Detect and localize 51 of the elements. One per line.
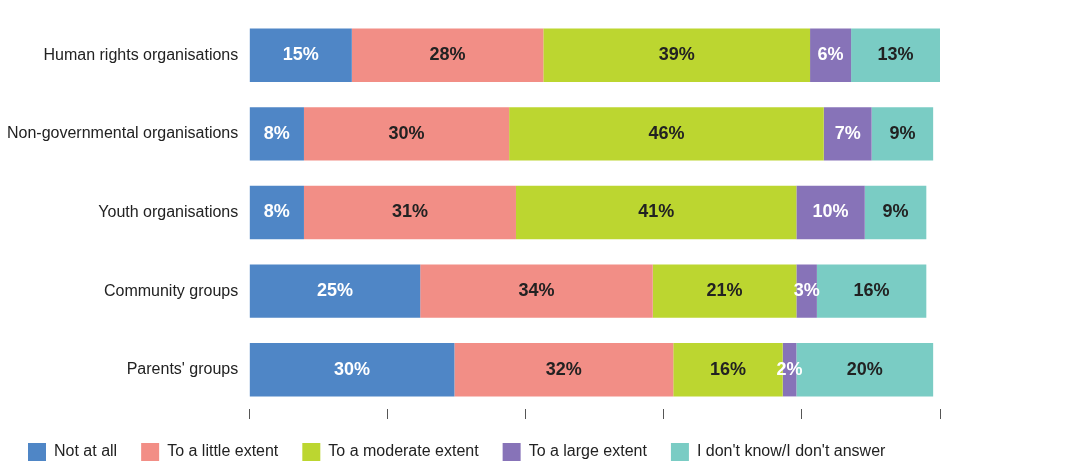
- bar: [303, 107, 510, 161]
- legend-label: To a moderate extent: [328, 442, 480, 460]
- bar: [420, 264, 653, 318]
- data-label: 34%: [518, 280, 555, 301]
- bar: [303, 185, 516, 240]
- bar: [509, 107, 824, 161]
- legend-label: Not at all: [54, 442, 118, 460]
- bar: [864, 185, 927, 240]
- legend-label: To a large extent: [528, 442, 648, 460]
- y-tick-label: Youth organisations: [98, 202, 239, 220]
- bar: [851, 28, 940, 83]
- data-label: 30%: [334, 358, 371, 379]
- bar: [249, 28, 352, 83]
- data-label: 39%: [658, 44, 695, 65]
- data-label: 8%: [263, 201, 290, 222]
- data-label: 16%: [853, 280, 890, 301]
- data-label: 30%: [388, 122, 425, 143]
- y-tick-label: Human rights organisations: [43, 45, 239, 63]
- bar: [454, 342, 674, 397]
- data-label: 8%: [263, 122, 290, 143]
- bar: [796, 185, 865, 240]
- bar: [249, 185, 304, 240]
- data-label: 9%: [889, 122, 916, 143]
- data-label: 9%: [882, 201, 909, 222]
- bar: [249, 264, 421, 318]
- data-label: 25%: [316, 280, 353, 301]
- data-label: 46%: [648, 122, 685, 143]
- data-label: 10%: [812, 201, 849, 222]
- data-label: 28%: [429, 44, 466, 65]
- y-tick-label: Community groups: [103, 281, 239, 299]
- data-label: 32%: [545, 358, 582, 379]
- data-label: 7%: [834, 122, 861, 143]
- data-label: 15%: [282, 44, 319, 65]
- data-label: 20%: [846, 358, 883, 379]
- bar: [249, 107, 304, 161]
- data-label: 6%: [817, 44, 844, 65]
- bar: [515, 185, 797, 240]
- bar: [543, 28, 811, 83]
- bar: [249, 342, 455, 397]
- bar: [351, 28, 544, 83]
- data-label: 31%: [391, 201, 428, 222]
- legend-label: To a little extent: [167, 442, 279, 460]
- data-label: 21%: [706, 280, 743, 301]
- bar: [871, 107, 934, 161]
- data-label: 16%: [709, 358, 746, 379]
- y-tick-label: Non-governmental organisations: [6, 124, 239, 142]
- data-label: 41%: [638, 201, 675, 222]
- y-tick-label: Parents' groups: [126, 360, 239, 378]
- data-label: 13%: [877, 44, 914, 65]
- legend-label: I don't know/I don't answer: [696, 442, 887, 460]
- bar: [823, 107, 872, 161]
